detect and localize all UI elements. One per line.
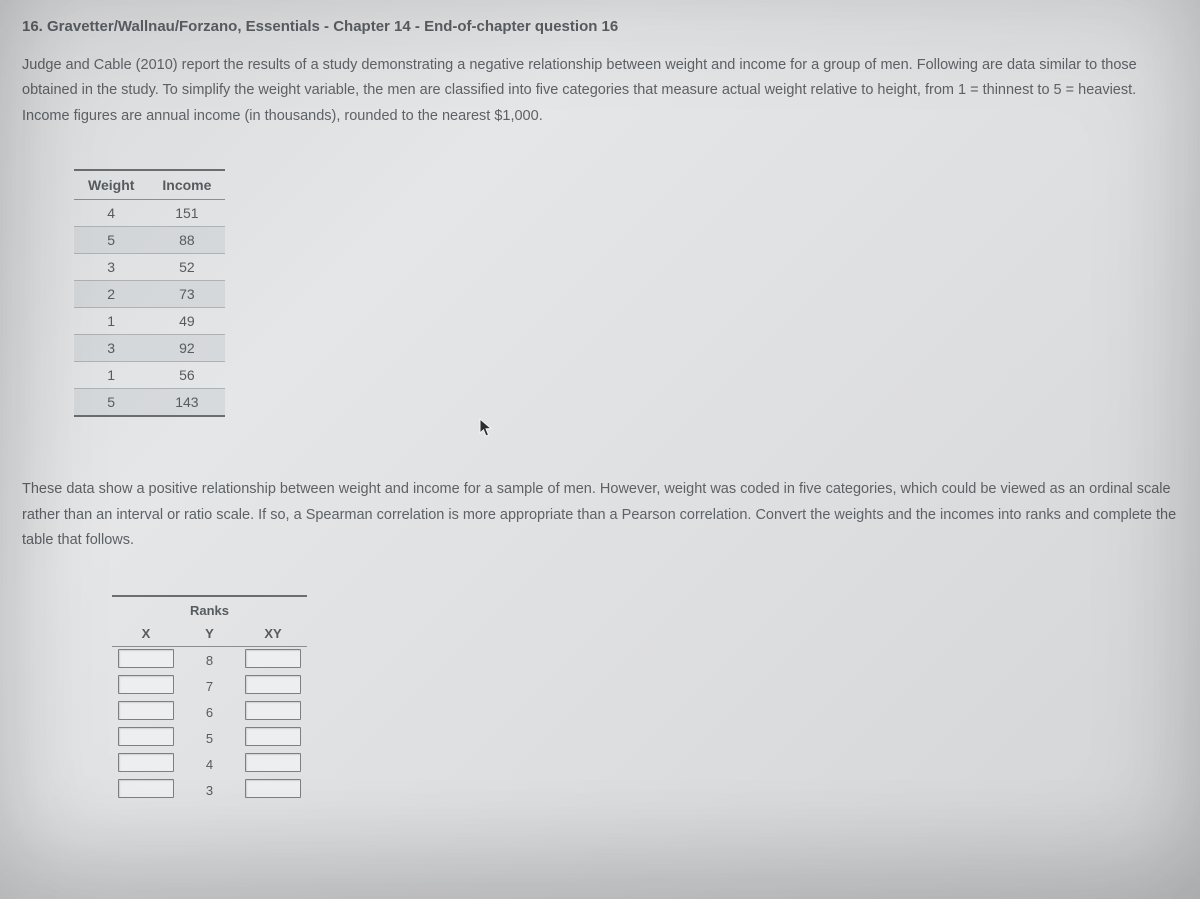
- ranks-row: 3: [112, 777, 307, 803]
- rank-xy-input[interactable]: [245, 675, 301, 694]
- cell-income: 56: [148, 362, 225, 389]
- cell-weight: 5: [74, 389, 148, 417]
- cell-weight: 1: [74, 308, 148, 335]
- rank-x-input[interactable]: [118, 649, 174, 668]
- cell-income: 52: [148, 254, 225, 281]
- ranks-row: 6: [112, 699, 307, 725]
- rank-xy-input[interactable]: [245, 649, 301, 668]
- table-row: 4151: [74, 200, 225, 227]
- cell-weight: 4: [74, 200, 148, 227]
- cell-income: 49: [148, 308, 225, 335]
- ranks-table: Ranks X Y XY 8 7: [112, 595, 307, 803]
- question-page: 16. Gravetter/Wallnau/Forzano, Essential…: [0, 0, 1200, 821]
- table-row: 352: [74, 254, 225, 281]
- rank-x-input[interactable]: [118, 727, 174, 746]
- ranks-column-header-row: X Y XY: [112, 622, 307, 647]
- ranks-row: 4: [112, 751, 307, 777]
- rank-y-value: 3: [195, 783, 225, 798]
- ranks-row: 5: [112, 725, 307, 751]
- weight-income-table: Weight Income 4151 588 352 273 149 392 1…: [74, 169, 225, 417]
- rank-xy-input[interactable]: [245, 779, 301, 798]
- cell-weight: 5: [74, 227, 148, 254]
- rank-x-input[interactable]: [118, 753, 174, 772]
- cell-weight: 1: [74, 362, 148, 389]
- table-row: 588: [74, 227, 225, 254]
- table-header-row: Weight Income: [74, 170, 225, 200]
- rank-x-input[interactable]: [118, 779, 174, 798]
- cell-income: 88: [148, 227, 225, 254]
- cell-weight: 2: [74, 281, 148, 308]
- rank-y-value: 5: [195, 731, 225, 746]
- ranks-header-y: Y: [180, 622, 239, 647]
- rank-xy-input[interactable]: [245, 753, 301, 772]
- header-weight: Weight: [74, 170, 148, 200]
- table-row: 156: [74, 362, 225, 389]
- table-row: 273: [74, 281, 225, 308]
- rank-y-value: 4: [195, 757, 225, 772]
- ranks-super-blank: [239, 596, 307, 622]
- ranks-header-xy: XY: [239, 622, 307, 647]
- cell-income: 73: [148, 281, 225, 308]
- ranks-super-header: Ranks: [180, 596, 239, 622]
- ranks-header-x: X: [112, 622, 180, 647]
- ranks-super-blank: [112, 596, 180, 622]
- rank-x-input[interactable]: [118, 675, 174, 694]
- question-paragraph-1: Judge and Cable (2010) report the result…: [22, 53, 1178, 129]
- header-income: Income: [148, 170, 225, 200]
- table-row: 149: [74, 308, 225, 335]
- cell-weight: 3: [74, 254, 148, 281]
- cell-income: 92: [148, 335, 225, 362]
- cell-income: 143: [148, 389, 225, 417]
- ranks-row: 7: [112, 673, 307, 699]
- rank-xy-input[interactable]: [245, 701, 301, 720]
- question-title: 16. Gravetter/Wallnau/Forzano, Essential…: [22, 18, 1178, 35]
- rank-y-value: 8: [195, 653, 225, 668]
- table-row: 392: [74, 335, 225, 362]
- rank-y-value: 7: [195, 679, 225, 694]
- cell-income: 151: [148, 200, 225, 227]
- table-row: 5143: [74, 389, 225, 417]
- ranks-super-header-row: Ranks: [112, 596, 307, 622]
- data-table-container: Weight Income 4151 588 352 273 149 392 1…: [74, 169, 1178, 417]
- rank-y-value: 6: [195, 705, 225, 720]
- ranks-table-container: Ranks X Y XY 8 7: [112, 595, 1178, 803]
- rank-xy-input[interactable]: [245, 727, 301, 746]
- cell-weight: 3: [74, 335, 148, 362]
- question-paragraph-2: These data show a positive relationship …: [22, 477, 1178, 553]
- rank-x-input[interactable]: [118, 701, 174, 720]
- ranks-row: 8: [112, 647, 307, 674]
